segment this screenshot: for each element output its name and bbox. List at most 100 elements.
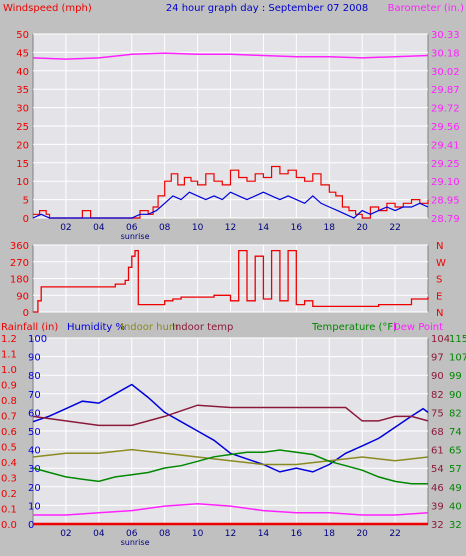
windspeed-tick-label: 30 — [16, 104, 29, 115]
legend-humidity: Humidity % — [67, 322, 125, 333]
temperature-tick-label: 99 — [449, 371, 462, 382]
humidity-tick-label: 30 — [28, 464, 41, 475]
temperature-tick-label: 40 — [449, 501, 462, 512]
graph-title: 24 hour graph day : September 07 2008 — [166, 3, 368, 14]
temperature-tick-label: 74 — [449, 427, 462, 438]
dew-point-line — [33, 503, 429, 516]
wind-panel-x-tick-label: 22 — [389, 223, 400, 233]
humidity-tick-label: 70 — [28, 390, 41, 401]
rainfall-tick-label: 1.2 — [1, 334, 17, 345]
temperature-tick-label: 65 — [449, 446, 462, 457]
direction-tick-label: 0 — [23, 308, 29, 319]
temp-panel-x-tick-label: 02 — [60, 529, 71, 539]
compass-tick-label: E — [436, 291, 442, 302]
legend-dew-point: Dew Point — [393, 322, 443, 333]
temp-panel-x-tick-label: 08 — [159, 529, 171, 539]
humidity-tick-label: 50 — [28, 427, 41, 438]
barometer-tick-label: 29.87 — [431, 85, 460, 96]
barometer-tick-label: 29.25 — [431, 159, 460, 170]
dew-point-tick-label: 54 — [431, 464, 444, 475]
temp-panel-x-tick-label: 04 — [93, 529, 105, 539]
humidity-tick-label: 80 — [28, 371, 41, 382]
temperature-tick-label: 107 — [449, 353, 466, 364]
barometer-tick-label: 30.02 — [431, 67, 460, 78]
wind-direction-line — [33, 249, 429, 313]
dew-point-tick-label: 32 — [431, 520, 444, 531]
indoor-temp-line — [32, 404, 429, 427]
humidity-tick-label: 20 — [28, 483, 41, 494]
barometer-tick-label: 28.79 — [431, 214, 460, 225]
barometer-tick-label: 29.56 — [431, 122, 460, 133]
legend-indoor-hum: Indoor hum — [121, 322, 179, 333]
windspeed-tick-label: 10 — [16, 177, 29, 188]
barometer-tick-label: 28.95 — [431, 196, 460, 207]
temp-panel-x-tick-label: 18 — [324, 529, 336, 539]
rainfall-tick-label: 0.1 — [1, 505, 17, 516]
legend-rainfall: Rainfall (in) — [1, 322, 58, 333]
temperature-line — [32, 449, 428, 485]
wind-panel-x-tick-label: 12 — [225, 223, 236, 233]
windspeed-tick-label: 0 — [23, 214, 29, 225]
rainfall-tick-label: 1.0 — [1, 365, 17, 376]
dew-point-tick-label: 90 — [431, 371, 444, 382]
wind-barometer-panel: 0 5 10 15 20 25 30 35 40 45 50 28.79 28.95 29.10 29.25… — [16, 30, 459, 241]
wind-panel-x-tick-label: 04 — [93, 223, 105, 233]
wind-panel-sunrise-label: sunrise — [121, 232, 150, 241]
wind-panel-x-tick-label: 18 — [324, 223, 336, 233]
compass-tick-label: N — [436, 241, 443, 252]
barometer-tick-label: 29.41 — [431, 140, 460, 151]
windspeed-tick-label: 40 — [16, 67, 29, 78]
dew-point-tick-label: 82 — [431, 390, 444, 401]
humidity-tick-label: 0 — [28, 520, 34, 531]
wind-panel-x-tick-label: 06 — [126, 223, 138, 233]
temp-panel-x-tick-label: 16 — [291, 529, 303, 539]
dew-point-tick-label: 39 — [431, 501, 444, 512]
barometer-tick-label: 29.10 — [431, 177, 460, 188]
humidity-tick-label: 40 — [28, 446, 41, 457]
windspeed-tick-label: 50 — [16, 30, 29, 41]
rainfall-tick-label: 0.9 — [1, 381, 17, 392]
barometer-tick-label: 30.18 — [431, 48, 460, 59]
temperature-tick-label: 32 — [449, 520, 462, 531]
wind-average-line — [32, 191, 429, 219]
compass-tick-label: N — [436, 308, 443, 319]
compass-tick-label: S — [436, 275, 442, 286]
rainfall-tick-label: 1.1 — [1, 350, 17, 361]
humidity-line — [32, 383, 429, 473]
temperature-humidity-panel: 0.0 0.1 0.2 0.3 0.4 0.5 0.6 0.7 0.8 0.9 1.0 1.1 1.2 0… — [1, 334, 466, 547]
rainfall-tick-label: 0.7 — [1, 412, 17, 423]
temperature-tick-label: 82 — [449, 408, 462, 419]
windspeed-header-label: Windspeed (mph) — [3, 3, 92, 14]
rainfall-tick-label: 0.8 — [1, 396, 17, 407]
wind-panel-x-tick-label: 20 — [356, 223, 368, 233]
dew-point-tick-label: 97 — [431, 353, 444, 364]
windspeed-tick-label: 5 — [23, 196, 29, 207]
rainfall-tick-label: 0.6 — [1, 427, 17, 438]
compass-tick-label: W — [436, 258, 446, 269]
barometer-line — [32, 52, 429, 60]
wind-panel-x-tick-label: 02 — [60, 223, 71, 233]
rainfall-tick-label: 0.0 — [1, 520, 17, 531]
wind-panel-x-tick-label: 10 — [192, 223, 204, 233]
temperature-tick-label: 57 — [449, 464, 462, 475]
windspeed-tick-label: 35 — [16, 85, 29, 96]
direction-tick-label: 360 — [10, 241, 29, 252]
wind-panel-x-tick-label: 08 — [159, 223, 171, 233]
temp-panel-x-tick-label: 22 — [389, 529, 400, 539]
indoor-humidity-line — [32, 448, 429, 466]
direction-tick-label: 180 — [10, 275, 29, 286]
dew-point-tick-label: 46 — [431, 483, 444, 494]
temp-panel-x-tick-label: 14 — [258, 529, 270, 539]
legend-temperature: Temperature (°F) — [311, 322, 397, 333]
dew-point-tick-label: 104 — [431, 334, 450, 345]
temperature-tick-label: 90 — [449, 390, 462, 401]
dew-point-tick-label: 61 — [431, 446, 444, 457]
dew-point-tick-label: 68 — [431, 427, 444, 438]
rainfall-tick-label: 0.2 — [1, 489, 17, 500]
legend-indoor-temp: Indoor temp — [172, 322, 233, 333]
windspeed-tick-label: 25 — [16, 122, 29, 133]
temp-panel-x-tick-label: 10 — [192, 529, 204, 539]
